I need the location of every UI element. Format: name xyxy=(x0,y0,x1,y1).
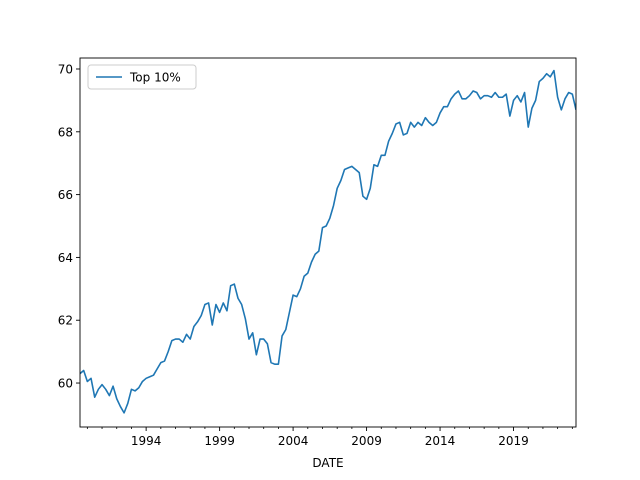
x-tick-label: 2009 xyxy=(351,434,382,448)
y-tick-label: 62 xyxy=(58,314,73,328)
axes-frame xyxy=(79,57,577,428)
x-tick-label: 1999 xyxy=(204,434,235,448)
legend-label: Top 10% xyxy=(129,71,181,85)
x-tick-label: 2014 xyxy=(425,434,456,448)
y-tick-label: 64 xyxy=(58,251,73,265)
legend: Top 10% xyxy=(87,64,197,90)
series-line-top-10- xyxy=(80,69,576,414)
y-tick-label: 66 xyxy=(58,188,73,202)
y-tick-label: 68 xyxy=(58,125,73,139)
legend-box xyxy=(87,64,197,90)
x-axis-title: DATE xyxy=(312,456,343,470)
plot-area xyxy=(80,69,576,414)
x-tick-label: 1994 xyxy=(131,434,162,448)
y-tick-label: 70 xyxy=(58,62,73,76)
x-tick-label: 2004 xyxy=(278,434,309,448)
axes: 60 62 64 66 68 70 1994 1999 2004 2009 2014 2019 DATE xyxy=(58,57,577,470)
x-tick-label: 2019 xyxy=(498,434,529,448)
y-tick-label: 60 xyxy=(58,377,73,391)
